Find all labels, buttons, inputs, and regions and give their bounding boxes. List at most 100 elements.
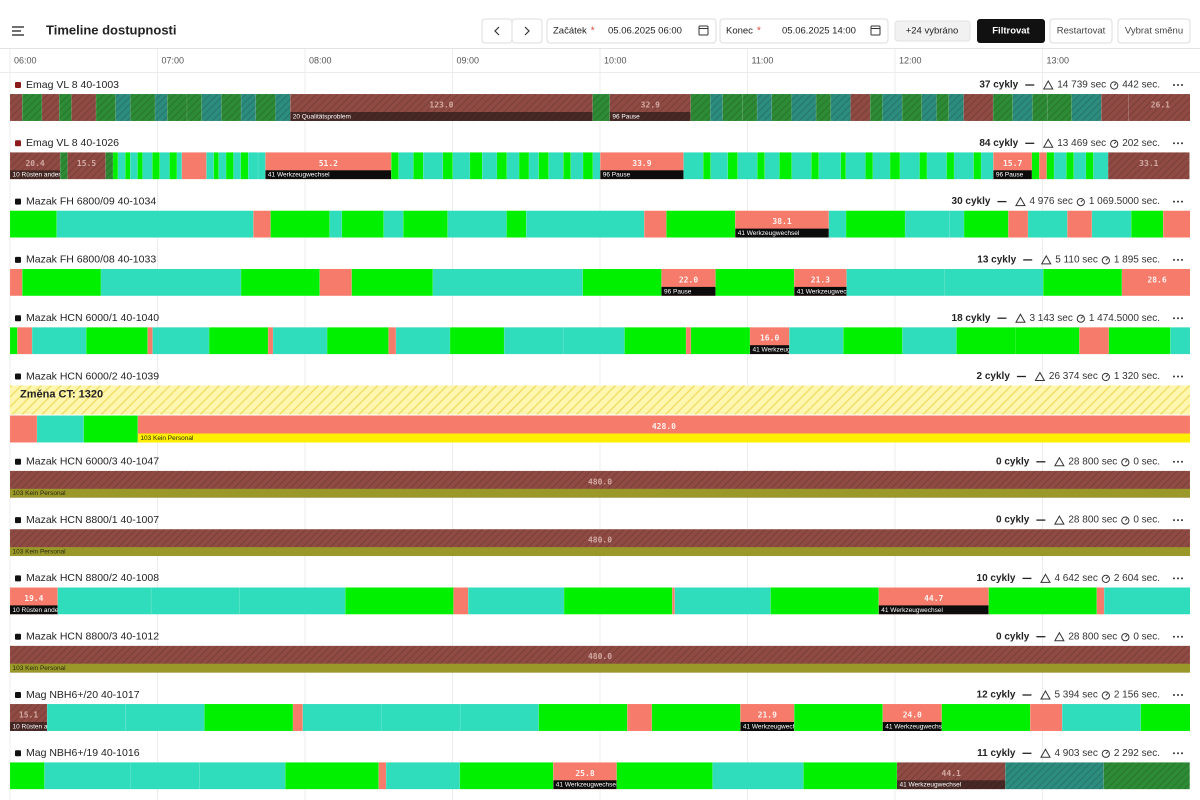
- row-menu[interactable]: [1173, 375, 1183, 378]
- reason-bar: [10, 663, 1190, 673]
- row-menu[interactable]: [1173, 84, 1183, 86]
- menu-icon[interactable]: [12, 26, 24, 36]
- end-input[interactable]: [719, 18, 889, 44]
- dot: [1173, 142, 1175, 145]
- segment: [737, 152, 758, 180]
- dot: [1173, 635, 1175, 638]
- segment: [152, 327, 210, 355]
- segment: [319, 268, 352, 296]
- stopwatch-icon: [1101, 691, 1110, 700]
- segment: [125, 704, 205, 731]
- dot: [1177, 694, 1179, 696]
- segment-labels: 15.7 96 Pause: [993, 159, 1032, 180]
- segment: [1046, 152, 1055, 180]
- segment: [452, 152, 471, 180]
- segment: [624, 327, 687, 355]
- warning-icon: [1040, 689, 1051, 700]
- segment-hatch: [963, 94, 994, 121]
- segment-hatch: [1128, 94, 1190, 121]
- row-menu[interactable]: [1173, 577, 1183, 580]
- row-menu[interactable]: [1173, 317, 1183, 320]
- downtime: 5 394 sec: [1054, 690, 1097, 701]
- dot: [1181, 258, 1183, 261]
- row-menu[interactable]: [1173, 752, 1183, 755]
- segment-hatch: [993, 94, 1013, 121]
- segment: [562, 327, 625, 355]
- reason-label: 41 Werkzeugwechsel: [752, 347, 814, 354]
- segment: [803, 762, 898, 790]
- segment: [1096, 587, 1105, 615]
- segment: [1162, 210, 1190, 238]
- next-button[interactable]: [511, 18, 543, 44]
- dot: [1177, 142, 1179, 145]
- cycle-time: 0 sec.: [1133, 631, 1160, 642]
- reason-label: 96 Pause: [612, 113, 640, 120]
- segment: [459, 704, 540, 731]
- segment: [703, 152, 711, 180]
- segment: [302, 704, 382, 731]
- reason-label: 41 Werkzeugwechsel: [743, 723, 805, 730]
- segment: [1130, 210, 1164, 238]
- segment: [1093, 152, 1109, 180]
- row-menu[interactable]: [1173, 694, 1183, 696]
- row-menu[interactable]: [1173, 635, 1183, 638]
- machine-name: Mag NBH6+/19 40-1016: [26, 747, 140, 759]
- segment: [1031, 152, 1040, 180]
- row-menu[interactable]: [1173, 258, 1183, 261]
- x-tick-label: 13:00: [1047, 55, 1070, 65]
- segment: [385, 762, 461, 790]
- stopwatch-hand: [1124, 634, 1128, 638]
- duration-label: 15.5: [77, 159, 96, 168]
- segment: [129, 152, 138, 180]
- duration-label: 16.0: [760, 334, 779, 343]
- start-input[interactable]: [546, 18, 717, 44]
- machine-color: [15, 517, 21, 524]
- machine-select[interactable]: [894, 20, 971, 42]
- downtime: 14 739 sec: [1057, 80, 1106, 91]
- segment: [988, 587, 1098, 615]
- reason-label: 10 Rüsten andere: [13, 607, 65, 614]
- reason-bar: [10, 605, 58, 615]
- duration-label: 38.1: [772, 217, 791, 226]
- prev-button[interactable]: [481, 18, 513, 44]
- filter-button[interactable]: [977, 19, 1045, 43]
- segment: [1121, 268, 1190, 296]
- row-menu[interactable]: [1173, 142, 1183, 145]
- row-menu[interactable]: [1173, 200, 1183, 203]
- segment: [1079, 327, 1110, 355]
- reset-button[interactable]: [1049, 18, 1113, 44]
- downtime: 4 903 sec: [1054, 748, 1097, 759]
- row-menu[interactable]: [1173, 460, 1183, 463]
- segment: [10, 327, 18, 355]
- dot: [1173, 258, 1175, 261]
- duration-label: 28.6: [1147, 275, 1166, 284]
- segment: [1091, 210, 1132, 238]
- segment: [944, 268, 1044, 296]
- segment: [946, 152, 955, 180]
- row-menu[interactable]: [1173, 519, 1183, 522]
- segment-hatch: [221, 94, 242, 121]
- cycle-time: 0 sec.: [1133, 456, 1160, 467]
- segment: [422, 152, 444, 180]
- segment: [1067, 210, 1093, 238]
- segment-labels: 24.0 41 Werkzeugwechsel: [882, 711, 942, 731]
- segment-hatch: [1047, 94, 1072, 121]
- segment-labels: 15.1 10 Rüsten andere: [10, 711, 48, 731]
- shift-button[interactable]: [1117, 18, 1191, 44]
- segment-labels: 22.0 96 Pause: [661, 275, 716, 296]
- segment: [378, 762, 387, 790]
- downtime: 4 976 sec: [1029, 196, 1072, 207]
- segment: [199, 762, 286, 790]
- segment-labels: 44.7 41 Werkzeugwechsel: [878, 594, 989, 615]
- segment-hatch: [1101, 94, 1129, 121]
- segment: [10, 415, 38, 443]
- segment: [239, 587, 346, 615]
- machine-name: Mazak HCN 8800/2 40-1008: [26, 572, 159, 584]
- dot: [1173, 519, 1175, 522]
- availability-bar: 16.0 41 Werkzeugwechsel: [10, 327, 1190, 355]
- reason-label: 103 Kein Personal: [13, 549, 67, 556]
- stopwatch-hand: [1113, 83, 1117, 86]
- duration-label: 51.2: [319, 159, 338, 168]
- segment-hatch: [742, 94, 758, 121]
- segment: [130, 762, 200, 790]
